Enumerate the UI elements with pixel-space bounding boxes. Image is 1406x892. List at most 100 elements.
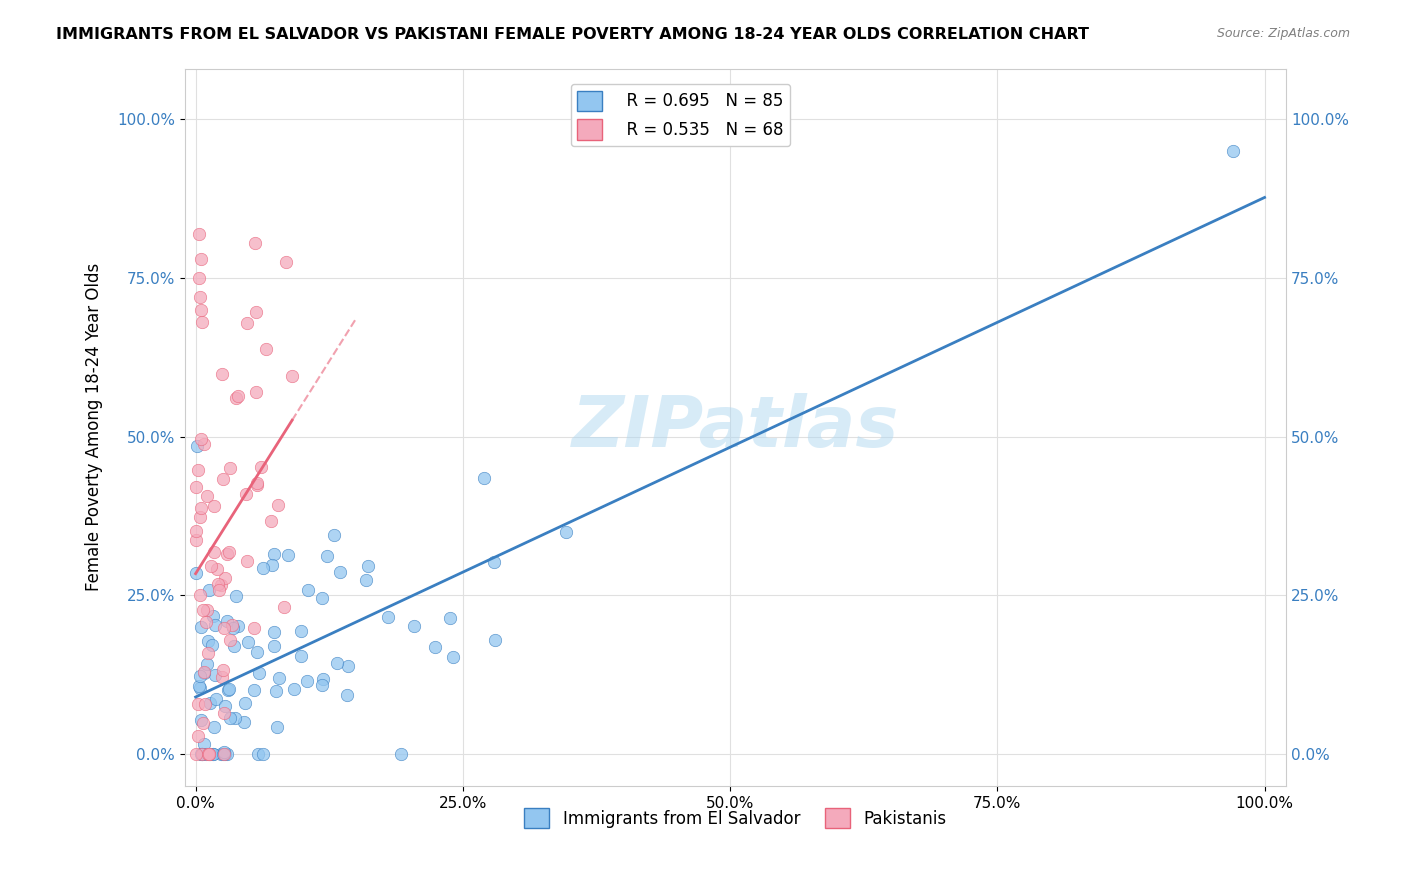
Point	[222, 639, 245, 653]
Point	[243, 621, 266, 635]
Y-axis label: Female Poverty Among 18-24 Year Olds: Female Poverty Among 18-24 Year Olds	[86, 263, 103, 591]
Point	[184, 566, 207, 580]
Point	[193, 737, 215, 751]
Point	[187, 227, 209, 241]
Point	[246, 645, 269, 659]
Point	[218, 681, 240, 696]
Point	[389, 747, 412, 761]
Point	[233, 715, 256, 730]
Point	[264, 684, 287, 698]
Point	[211, 669, 233, 683]
Point	[323, 528, 346, 542]
Point	[184, 533, 207, 547]
Point	[243, 236, 266, 251]
Point	[226, 619, 249, 633]
Point	[191, 315, 214, 329]
Point	[193, 437, 215, 451]
Point	[197, 747, 219, 761]
Point	[263, 625, 285, 640]
Point	[269, 671, 291, 685]
Point	[190, 713, 212, 727]
Point	[184, 480, 207, 494]
Point	[472, 471, 495, 485]
Point	[212, 472, 235, 486]
Point	[219, 461, 242, 475]
Point	[215, 547, 238, 561]
Point	[250, 459, 273, 474]
Point	[276, 255, 298, 269]
Point	[187, 697, 209, 711]
Point	[184, 524, 207, 538]
Point	[217, 683, 239, 698]
Point	[191, 747, 214, 761]
Point	[215, 747, 238, 761]
Point	[214, 747, 236, 761]
Point	[187, 679, 209, 693]
Point	[190, 500, 212, 515]
Point	[193, 666, 215, 681]
Point	[243, 682, 266, 697]
Point	[214, 699, 236, 714]
Point	[191, 715, 214, 730]
Point	[202, 747, 225, 761]
Point	[214, 572, 236, 586]
Point	[311, 591, 333, 605]
Point	[273, 600, 295, 615]
Point	[212, 745, 235, 759]
Point	[197, 583, 219, 598]
Point	[222, 621, 245, 635]
Point	[311, 677, 333, 691]
Point	[204, 617, 226, 632]
Point	[246, 476, 269, 491]
Point	[245, 305, 267, 319]
Point	[191, 747, 214, 761]
Point	[236, 316, 259, 330]
Point	[484, 556, 506, 570]
Point	[212, 706, 235, 720]
Point	[215, 614, 238, 628]
Point	[219, 710, 242, 724]
Point	[233, 696, 256, 710]
Point	[205, 562, 228, 576]
Point	[186, 747, 208, 761]
Point	[190, 620, 212, 634]
Point	[218, 633, 240, 648]
Point	[188, 668, 211, 682]
Point	[1222, 144, 1244, 158]
Point	[193, 665, 215, 680]
Point	[200, 558, 222, 573]
Point	[290, 648, 312, 663]
Point	[225, 589, 247, 603]
Point	[354, 574, 377, 588]
Point	[263, 639, 285, 653]
Point	[439, 611, 461, 625]
Point	[297, 674, 319, 689]
Point	[212, 747, 235, 761]
Point	[246, 478, 269, 492]
Point	[205, 691, 228, 706]
Point	[187, 462, 209, 476]
Point	[197, 633, 219, 648]
Point	[187, 271, 209, 285]
Point	[297, 582, 319, 597]
Point	[201, 747, 224, 761]
Point	[194, 697, 217, 711]
Point	[312, 673, 335, 687]
Point	[555, 525, 578, 540]
Point	[267, 498, 290, 512]
Point	[197, 646, 219, 660]
Point	[188, 510, 211, 524]
Point	[209, 747, 232, 761]
Point	[198, 696, 221, 710]
Point	[190, 747, 212, 761]
Point	[202, 720, 225, 734]
Point	[356, 559, 378, 574]
Point	[201, 609, 224, 624]
Text: IMMIGRANTS FROM EL SALVADOR VS PAKISTANI FEMALE POVERTY AMONG 18-24 YEAR OLDS CO: IMMIGRANTS FROM EL SALVADOR VS PAKISTANI…	[56, 27, 1090, 42]
Point	[195, 603, 218, 617]
Point	[202, 500, 225, 514]
Point	[262, 558, 284, 572]
Point	[247, 747, 270, 761]
Point	[425, 640, 447, 654]
Point	[190, 302, 212, 317]
